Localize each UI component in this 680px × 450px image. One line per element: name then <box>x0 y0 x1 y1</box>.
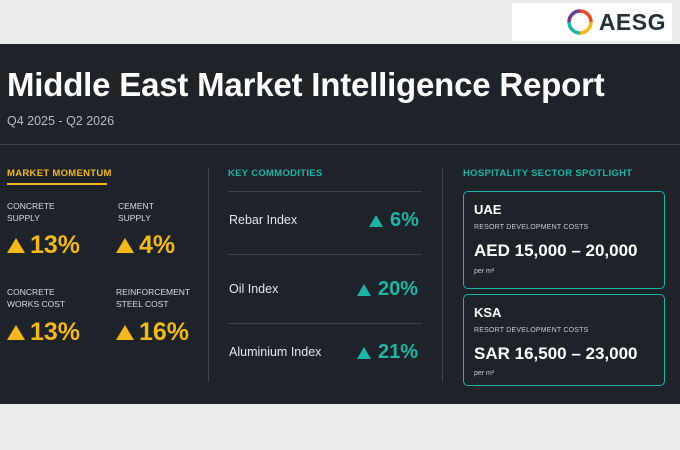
card-subtitle: RESORT DEVELOPMENT COSTS <box>474 327 589 334</box>
row-divider <box>228 323 422 324</box>
row-divider <box>228 254 422 255</box>
market-momentum-underline <box>7 183 107 185</box>
card-cost-value: AED 15,000 – 20,000 <box>474 241 638 260</box>
commodity-name-oil: Oil Index <box>229 282 279 296</box>
mm-value-reinforcement-steel-cost: 16% <box>116 318 189 347</box>
mm-label-concrete-supply: CONCRETE SUPPLY <box>7 201 55 223</box>
mm-label-reinforcement-steel-cost: REINFORCEMENT STEEL COST <box>116 287 191 309</box>
key-commodities-heading: KEY COMMODITIES <box>228 168 323 179</box>
hospitality-card-uae: UAE RESORT DEVELOPMENT COSTS AED 15,000 … <box>463 191 665 289</box>
commodity-value-aluminium: 21% <box>357 341 418 364</box>
market-momentum-heading: MARKET MOMENTUM <box>7 168 112 179</box>
commodity-name-rebar: Rebar Index <box>229 213 298 227</box>
up-arrow-icon <box>357 283 371 296</box>
commodity-name-aluminium: Aluminium Index <box>229 345 322 359</box>
report-panel: Middle East Market Intelligence Report Q… <box>0 44 680 404</box>
aesg-ring-icon <box>567 9 593 35</box>
page-subtitle: Q4 2025 - Q2 2026 <box>7 114 115 128</box>
up-arrow-icon <box>116 325 134 340</box>
mm-label-cement-supply: CEMENT SUPPLY <box>118 201 154 223</box>
mm-label-concrete-works-cost: CONCRETE WORKS COST <box>7 287 66 309</box>
card-region: UAE <box>474 202 502 217</box>
up-arrow-icon <box>369 214 383 227</box>
card-subtitle: RESORT DEVELOPMENT COSTS <box>474 224 589 231</box>
mm-value-concrete-works-cost: 13% <box>7 318 80 347</box>
up-arrow-icon <box>357 346 371 359</box>
column-divider-2 <box>442 168 443 382</box>
logo-text: AESG <box>598 8 666 35</box>
mm-value-concrete-supply: 13% <box>7 231 80 260</box>
aesg-logo[interactable]: AESG <box>512 3 672 41</box>
card-region: KSA <box>474 305 502 320</box>
column-divider-1 <box>208 168 209 382</box>
up-arrow-icon <box>7 238 25 253</box>
card-unit: per m² <box>474 370 495 377</box>
top-bar: AESG <box>0 0 680 44</box>
page-title: Middle East Market Intelligence Report <box>7 66 605 103</box>
commodity-value-rebar: 6% <box>369 209 419 232</box>
up-arrow-icon <box>116 238 134 253</box>
header-divider <box>0 144 680 145</box>
hospitality-heading: HOSPITALITY SECTOR SPOTLIGHT <box>463 168 633 179</box>
card-cost-value: SAR 16,500 – 23,000 <box>474 344 638 363</box>
hospitality-card-ksa: KSA RESORT DEVELOPMENT COSTS SAR 16,500 … <box>463 294 665 386</box>
mm-value-cement-supply: 4% <box>116 231 175 260</box>
up-arrow-icon <box>7 325 25 340</box>
bottom-bar <box>0 404 680 450</box>
card-unit: per m² <box>474 268 495 275</box>
commodity-value-oil: 20% <box>357 278 418 301</box>
row-divider <box>228 191 422 192</box>
